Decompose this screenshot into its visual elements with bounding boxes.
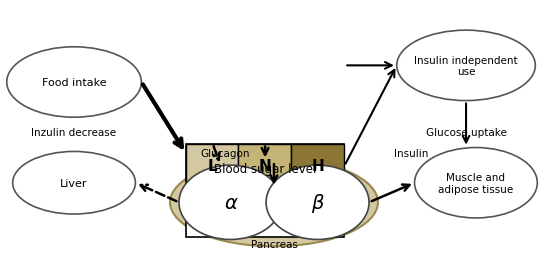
- Text: Food intake: Food intake: [42, 78, 107, 88]
- Text: Pancreas: Pancreas: [250, 240, 298, 249]
- Text: β: β: [311, 193, 324, 212]
- Ellipse shape: [414, 148, 537, 218]
- Text: N: N: [258, 158, 271, 173]
- Text: Insulin independent
use: Insulin independent use: [414, 55, 518, 77]
- Text: Glucose uptake: Glucose uptake: [425, 127, 507, 137]
- Bar: [291, 144, 344, 188]
- Ellipse shape: [397, 31, 535, 101]
- Ellipse shape: [170, 159, 378, 246]
- Bar: [238, 144, 291, 188]
- Text: Muscle and
adipose tissue: Muscle and adipose tissue: [438, 172, 513, 194]
- Ellipse shape: [13, 152, 136, 214]
- Text: α: α: [224, 193, 237, 212]
- Text: Glucagon: Glucagon: [201, 149, 250, 159]
- Text: Insulin: Insulin: [394, 149, 428, 159]
- Bar: [186, 144, 344, 237]
- Ellipse shape: [179, 166, 282, 240]
- Bar: [186, 144, 238, 188]
- Text: Blood sugar level: Blood sugar level: [214, 162, 316, 175]
- Text: H: H: [311, 158, 324, 173]
- Text: Inzulin decrease: Inzulin decrease: [31, 127, 116, 137]
- Text: L: L: [208, 158, 217, 173]
- Ellipse shape: [266, 166, 369, 240]
- Text: Liver: Liver: [60, 178, 88, 188]
- Ellipse shape: [7, 47, 141, 118]
